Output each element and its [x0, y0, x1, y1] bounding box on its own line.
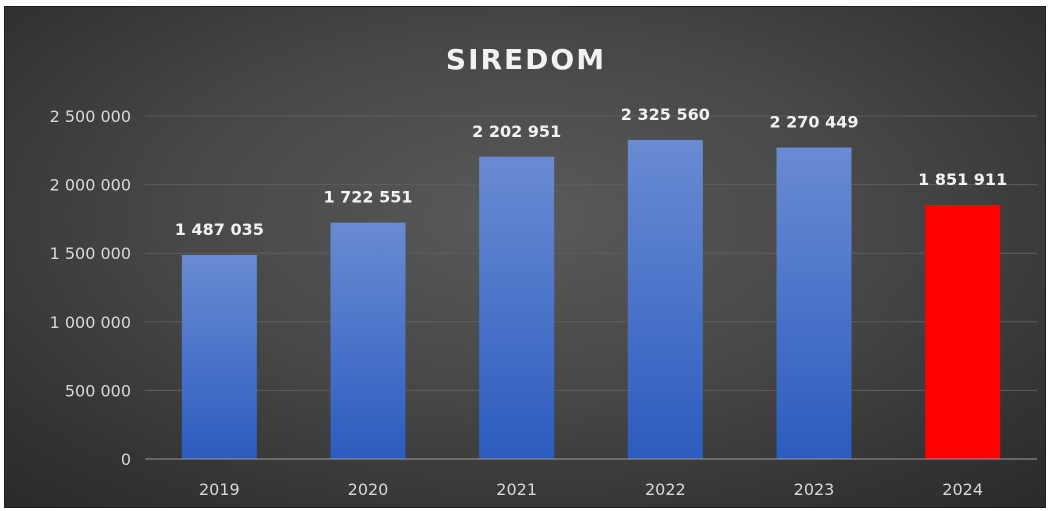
data-label-2022: 2 325 560 — [621, 105, 710, 124]
data-label-2020: 1 722 551 — [323, 188, 412, 207]
data-label-2019: 1 487 035 — [175, 220, 264, 239]
x-axis-tick-labels: 2019 2020 2021 2022 2023 2024 — [199, 480, 983, 499]
y-tick-label: 2 500 000 — [50, 107, 131, 126]
x-tick-label-2019: 2019 — [199, 480, 240, 499]
gridlines — [145, 115, 1037, 391]
y-axis-tick-labels: 0 500 000 1 000 000 1 500 000 2 000 000 2 500… — [50, 107, 131, 469]
x-tick-label-2023: 2023 — [794, 480, 835, 499]
data-label-2023: 2 270 449 — [769, 112, 858, 131]
x-tick-label-2022: 2022 — [645, 480, 686, 499]
bar-2023 — [776, 147, 852, 460]
y-tick-label: 1 500 000 — [50, 244, 131, 263]
y-tick-label: 2 000 000 — [50, 176, 131, 195]
x-tick-label-2021: 2021 — [496, 480, 537, 499]
data-labels: 1 487 035 1 722 551 2 202 951 2 325 560 2 27… — [175, 105, 1007, 239]
bar-2021 — [479, 156, 555, 459]
data-label-2024: 1 851 911 — [918, 170, 1007, 189]
bar-2020 — [330, 222, 406, 459]
bars — [181, 139, 1001, 460]
chart-frame: SIREDOM 0 500 000 1 000 000 1 500 000 2 000 … — [4, 6, 1046, 508]
bar-2022 — [627, 139, 703, 459]
y-tick-label: 0 — [121, 450, 131, 469]
bar-chart: SIREDOM 0 500 000 1 000 000 1 500 000 2 000 … — [50, 43, 1037, 499]
data-label-2021: 2 202 951 — [472, 122, 561, 141]
y-tick-label: 500 000 — [65, 381, 131, 400]
chart-title: SIREDOM — [446, 43, 606, 76]
x-tick-label-2024: 2024 — [942, 480, 983, 499]
bar-2019 — [181, 254, 257, 459]
x-tick-label-2020: 2020 — [348, 480, 389, 499]
y-tick-label: 1 000 000 — [50, 313, 131, 332]
bar-2024 — [925, 204, 1001, 459]
